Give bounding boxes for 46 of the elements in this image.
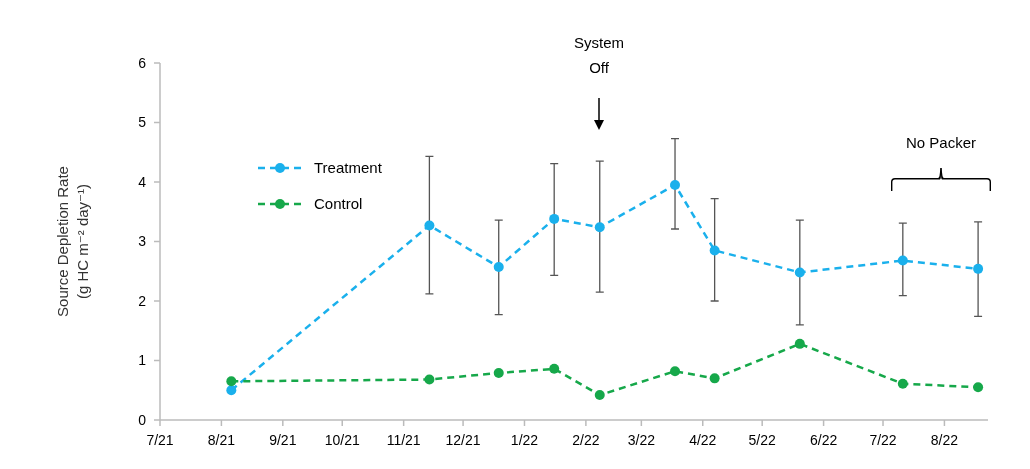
x-tick-label: 10/21 <box>324 432 360 448</box>
x-tick-label: 7/22 <box>869 432 897 448</box>
legend-label: Control <box>314 195 363 213</box>
point <box>594 390 605 401</box>
y-tick-label: 3 <box>138 233 147 250</box>
x-tick-label: 9/21 <box>269 432 297 448</box>
x-tick-label: 11/21 <box>386 432 421 448</box>
legend-label: Treatment <box>314 159 383 177</box>
x-tick-label: 8/21 <box>207 432 236 448</box>
point <box>794 338 805 349</box>
x-tick-label: 7/21 <box>146 432 174 448</box>
point <box>897 378 908 389</box>
point <box>897 255 908 266</box>
point <box>670 179 681 190</box>
x-tick-label: 2/22 <box>572 432 600 448</box>
point <box>973 263 984 274</box>
point <box>424 220 435 231</box>
point <box>493 368 504 378</box>
x-tick-label: 12/21 <box>445 432 481 448</box>
y-tick-label: 0 <box>138 411 147 428</box>
point <box>549 363 560 374</box>
annotation: No Packer <box>905 134 977 151</box>
point <box>709 373 720 384</box>
y-tick-label: 1 <box>138 352 147 369</box>
point <box>226 376 237 387</box>
point <box>549 213 560 224</box>
x-tick-label: 3/22 <box>627 432 656 448</box>
y-tick-label: 6 <box>138 54 147 71</box>
point <box>493 262 504 273</box>
y-tick-label: 5 <box>138 114 147 131</box>
point <box>973 382 984 393</box>
point <box>670 366 681 377</box>
point <box>709 245 720 256</box>
y-tick-label: 4 <box>138 173 147 190</box>
y-axis-title: Source Depletion Rate (g HC m⁻² day⁻¹) <box>54 166 91 317</box>
y-tick-label: 2 <box>138 292 147 309</box>
x-tick-label: 6/22 <box>809 432 838 448</box>
x-tick-label: 1/22 <box>510 432 539 448</box>
point <box>424 374 435 385</box>
annotation: System Off <box>573 34 625 76</box>
point <box>794 267 805 278</box>
x-tick-label: 5/22 <box>748 432 777 448</box>
point <box>226 385 237 396</box>
x-tick-label: 8/22 <box>930 432 959 448</box>
point <box>594 222 605 233</box>
x-tick-label: 4/22 <box>689 432 717 448</box>
